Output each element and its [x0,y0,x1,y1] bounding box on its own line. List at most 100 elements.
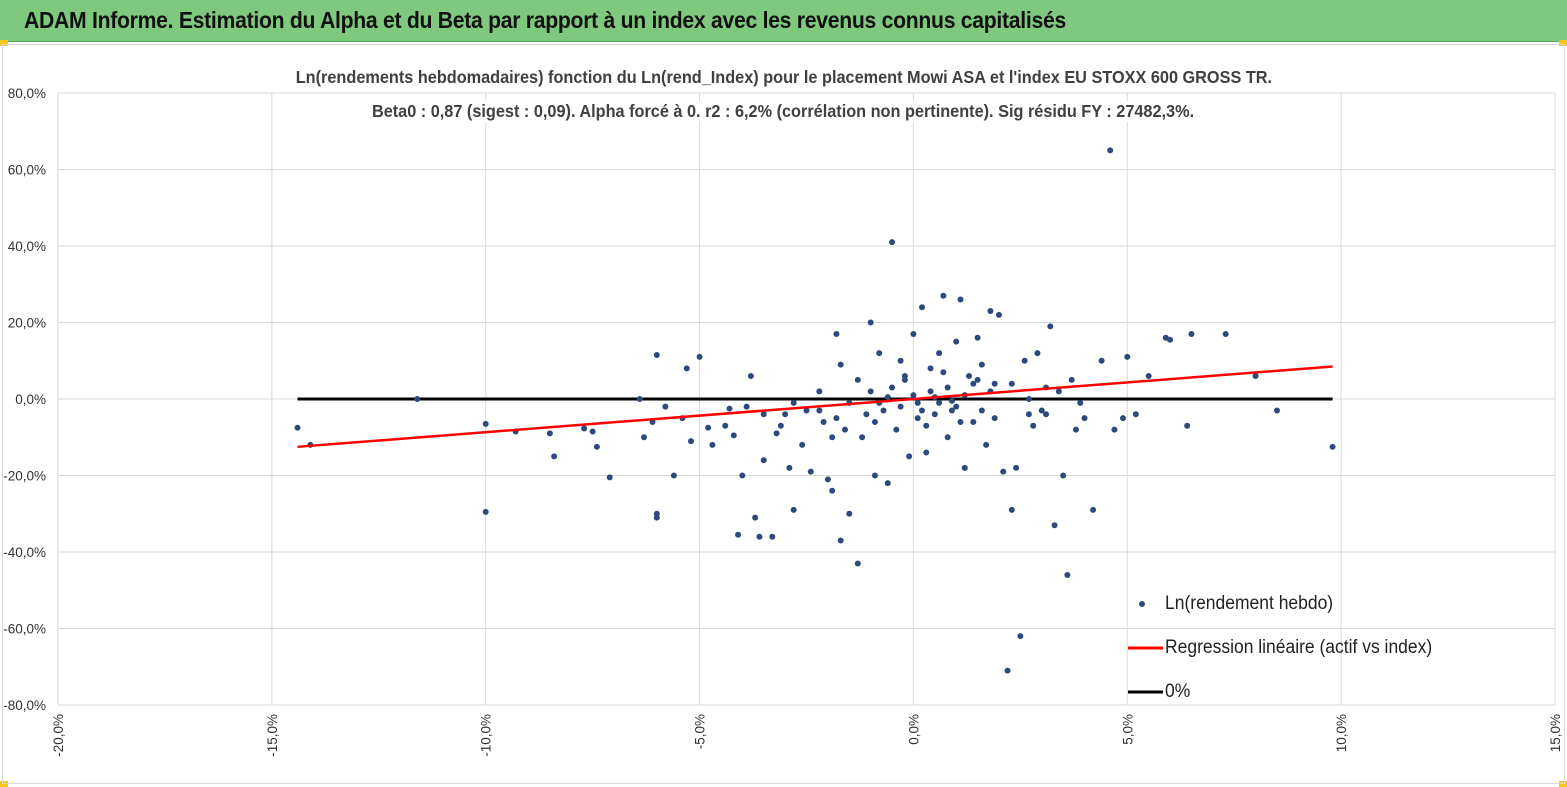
data-point [551,453,558,460]
data-point [482,508,489,515]
data-point [1145,373,1152,380]
data-point [854,376,861,383]
data-point [991,415,998,422]
data-point [970,418,977,425]
legend-marker-dot [1139,601,1145,607]
data-point [546,430,553,437]
data-point [760,457,767,464]
x-tick-label: 0,0% [906,714,921,745]
x-tick-label: -20,0% [51,714,66,757]
data-point [893,426,900,433]
data-point [1043,411,1050,418]
data-point [936,399,943,406]
corner-marker [1559,40,1567,46]
data-point [589,428,596,435]
data-point [1167,336,1174,343]
data-point [936,350,943,357]
x-tick-label: 10,0% [1334,714,1349,752]
data-point [1252,373,1259,380]
data-point [923,449,930,456]
data-point [705,424,712,431]
corner-marker [0,781,8,787]
chart-legend: Ln(rendement hebdo) Regression linéaire … [1125,588,1485,708]
data-point [833,330,840,337]
data-point [841,426,848,433]
data-point [1034,350,1041,357]
legend-item-regression: Regression linéaire (actif vs index) [1125,635,1455,661]
chart-title: Ln(rendements hebdomadaires) fonction du… [289,67,1278,88]
header-bar: ADAM Informe. Estimation du Alpha et du … [0,0,1567,42]
data-point [1008,506,1015,513]
data-point [859,434,866,441]
data-point [978,407,985,414]
data-point [944,384,951,391]
data-point [1132,411,1139,418]
x-tick-label: 15,0% [1548,714,1563,752]
data-point [688,438,695,445]
data-point [799,441,806,448]
data-point [1188,330,1195,337]
data-point [683,365,690,372]
data-point [953,403,960,410]
data-point [752,514,759,521]
data-point [1273,407,1280,414]
corner-marker [1559,781,1567,787]
data-point [1030,422,1037,429]
y-tick-label: -40,0% [3,545,46,560]
data-point [581,425,588,432]
data-point [482,420,489,427]
data-point [927,388,934,395]
data-point [914,399,921,406]
data-point [871,418,878,425]
data-point [1090,506,1097,513]
data-point [918,407,925,414]
data-point [910,330,917,337]
data-point [1111,426,1118,433]
data-point [803,407,810,414]
data-point [1124,353,1131,360]
data-point [944,434,951,441]
data-point [863,411,870,418]
data-point [730,432,737,439]
data-point [995,311,1002,318]
y-tick-label: 0,0% [15,392,46,407]
data-point [1107,147,1114,154]
data-point [1120,415,1127,422]
data-point [923,422,930,429]
data-point [829,487,836,494]
data-point [931,411,938,418]
data-point [1068,376,1075,383]
x-tick-label: 5,0% [1120,714,1135,745]
data-point [414,396,421,402]
data-point [897,403,904,410]
report-title: ADAM Informe. Estimation du Alpha et du … [24,7,1066,33]
data-point [747,373,754,380]
corner-marker [0,40,8,46]
chart-title-line2: Beta0 : 0,87 (sigest : 0,09). Alpha forc… [0,101,1567,122]
data-point [889,384,896,391]
data-point [966,373,973,380]
data-point [662,403,669,410]
legend-item-zero: 0% [1125,679,1192,705]
data-point [790,399,797,406]
chart-subtitle: Beta0 : 0,87 (sigest : 0,09). Alpha forc… [366,101,1201,122]
data-point [880,407,887,414]
data-point [1025,411,1032,418]
legend-label-regression: Regression linéaire (actif vs index) [1165,637,1433,658]
data-point [1064,571,1071,578]
data-point [735,531,742,538]
data-point [906,453,913,460]
x-tick-label: -5,0% [693,714,708,749]
data-point [790,506,797,513]
data-point [970,380,977,387]
legend-label-points: Ln(rendement hebdo) [1165,593,1334,614]
data-point [1008,380,1015,387]
data-point [606,474,613,481]
data-point [777,422,784,429]
data-point [670,472,677,479]
data-point [824,476,831,483]
data-point [1098,357,1105,364]
data-point [978,361,985,368]
data-point [1184,422,1191,429]
data-point [1017,633,1024,640]
